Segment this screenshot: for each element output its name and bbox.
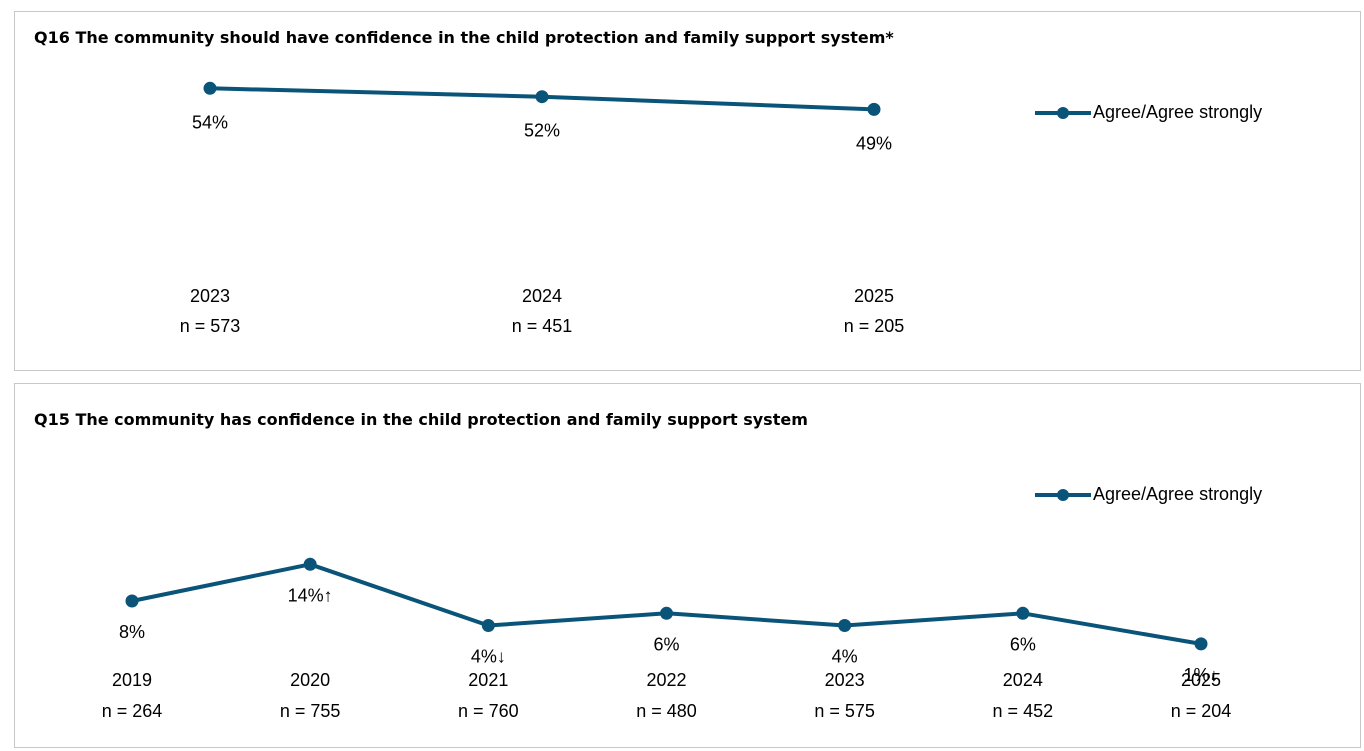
data-point <box>125 594 139 608</box>
legend-label: Agree/Agree strongly <box>1093 102 1263 122</box>
line-chart-q16: 54% 52% 49% 2023 n = 573 2024 n = 451 2025 n = 2… <box>180 81 905 336</box>
x-tick-label: 2022 <box>646 670 686 690</box>
x-tick-label: 2025 <box>854 286 894 306</box>
data-point <box>1016 606 1030 620</box>
data-point <box>660 606 673 620</box>
data-label: 1%↓ <box>1183 665 1218 685</box>
data-label: 8% <box>119 622 145 642</box>
sample-size-label: n = 205 <box>844 316 905 336</box>
x-tick-label: 2023 <box>825 670 865 690</box>
sample-size-label: n = 204 <box>1171 701 1232 721</box>
sample-size-label: n = 575 <box>814 701 875 721</box>
sample-size-label: n = 480 <box>636 701 697 721</box>
x-tick-label: 2025 <box>1181 670 1221 690</box>
data-point <box>1194 637 1208 651</box>
data-label: 6% <box>1010 634 1036 654</box>
legend-label: Agree/Agree strongly <box>1093 484 1263 504</box>
sample-size-label: n = 760 <box>458 701 519 721</box>
data-label: 49% <box>856 133 892 153</box>
data-label: 14%↑ <box>288 585 333 605</box>
sample-size-label: n = 452 <box>993 701 1054 721</box>
chart-panel-q16: Q16 The community should have confidence… <box>14 11 1361 371</box>
data-point <box>203 81 217 95</box>
data-label: 4%↓ <box>471 647 506 667</box>
data-point <box>481 619 495 632</box>
x-tick-label: 2024 <box>1003 670 1043 690</box>
data-point <box>303 557 317 571</box>
chart-title: Q16 The community should have confidence… <box>34 28 894 47</box>
legend-line-marker-icon <box>1035 106 1091 119</box>
legend: Agree/Agree strongly <box>1033 484 1262 505</box>
x-tick-label: 2023 <box>190 286 230 306</box>
line-chart-q15: 8% 14%↑ 4%↓ 6% 4% 6% 1%↓ 2019 n = 264 2020 n = 755… <box>102 557 1232 721</box>
data-point <box>838 619 852 632</box>
data-label: 52% <box>524 121 560 141</box>
sample-size-label: n = 451 <box>512 316 573 336</box>
chart-title: Q15 The community has confidence in the … <box>34 410 808 429</box>
sample-size-label: n = 755 <box>280 701 341 721</box>
data-point <box>535 90 549 104</box>
data-label: 54% <box>192 112 228 132</box>
legend: Agree/Agree strongly <box>1033 102 1262 123</box>
x-tick-label: 2019 <box>112 670 152 690</box>
data-point <box>867 102 881 116</box>
data-label: 4% <box>832 647 858 667</box>
x-tick-label: 2021 <box>468 670 508 690</box>
sample-size-label: n = 573 <box>180 316 241 336</box>
chart-panel-q15: Q15 The community has confidence in the … <box>14 383 1361 748</box>
x-tick-label: 2024 <box>522 286 562 306</box>
legend-line-marker-icon <box>1035 488 1091 501</box>
sample-size-label: n = 264 <box>102 701 163 721</box>
x-tick-label: 2020 <box>290 670 330 690</box>
data-label: 6% <box>653 634 679 654</box>
